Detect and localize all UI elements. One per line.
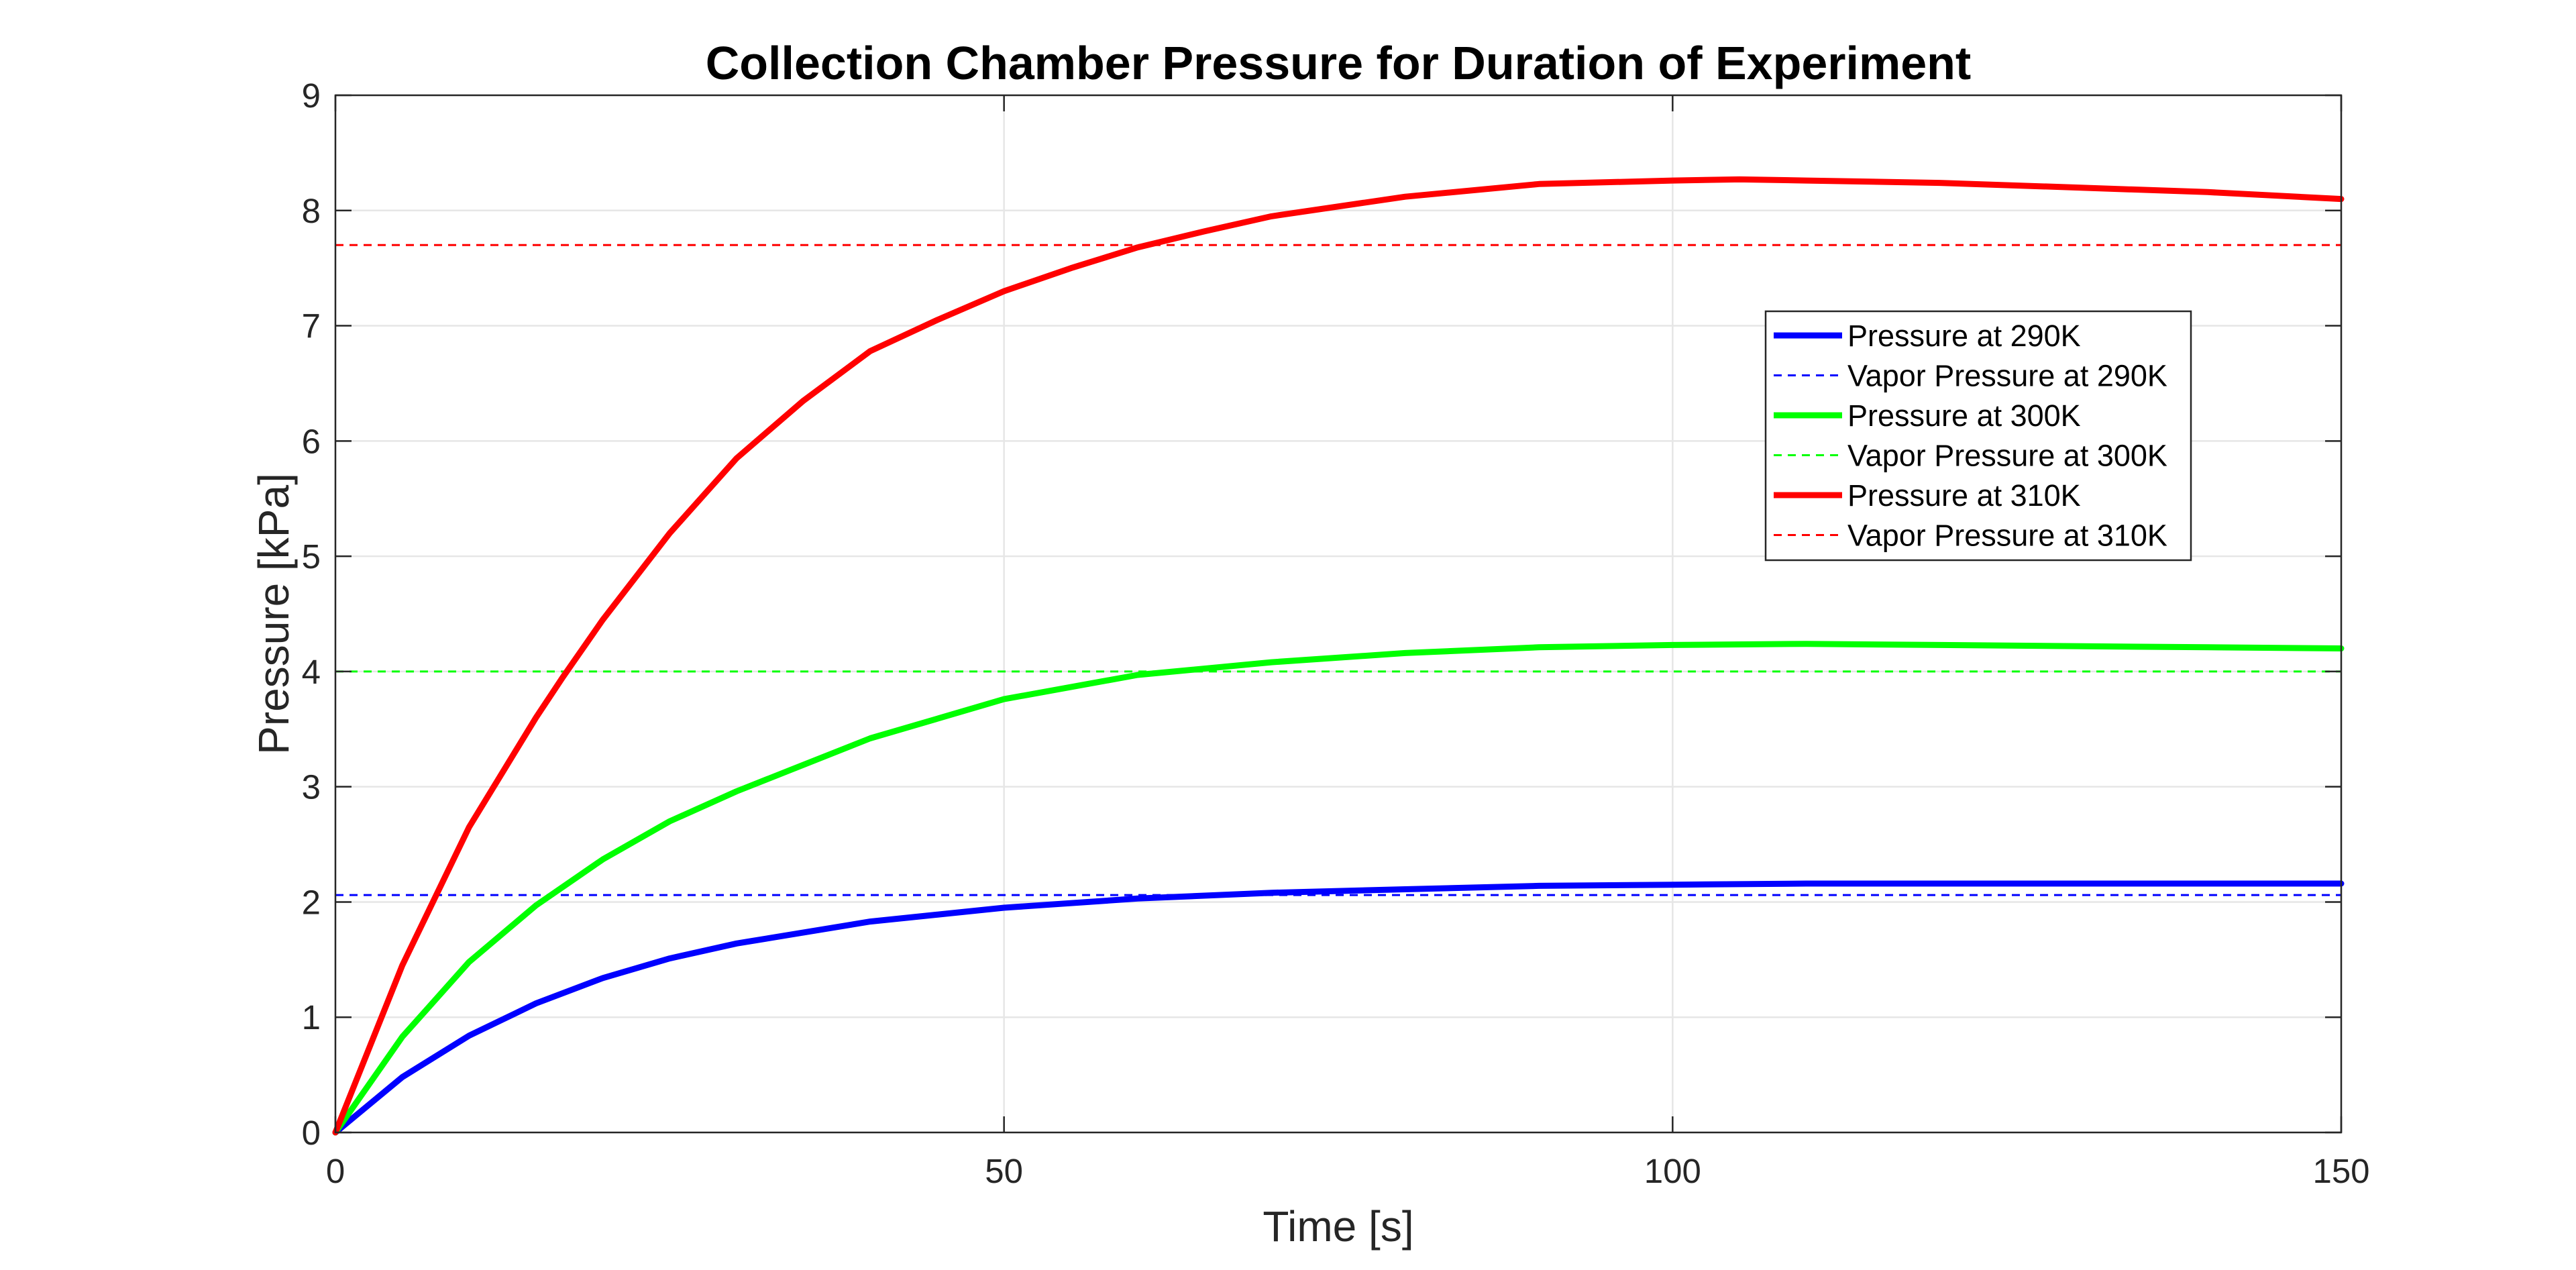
legend: Pressure at 290K Vapor Pressure at 290K Pr… <box>1764 310 2192 562</box>
ticks: 0 50 100 150 0 1 2 3 4 5 6 7 8 9 <box>302 76 2370 1190</box>
legend-entry-label: Vapor Pressure at 300K <box>1847 439 2167 473</box>
chart-title: Collection Chamber Pressure for Duration… <box>706 37 1971 89</box>
y-tick-label: 5 <box>302 537 321 576</box>
y-tick-label: 4 <box>302 653 321 691</box>
x-axis-label: Time [s] <box>1263 1202 1413 1251</box>
legend-entry-label: Vapor Pressure at 290K <box>1847 359 2167 393</box>
y-axis-label: Pressure [kPa] <box>250 473 298 755</box>
y-tick-label: 3 <box>302 768 321 806</box>
y-tick-label: 7 <box>302 307 321 346</box>
y-tick-label: 9 <box>302 76 321 115</box>
y-tick-label: 0 <box>302 1114 321 1152</box>
x-tick-label: 50 <box>985 1152 1023 1190</box>
x-tick-label: 100 <box>1644 1152 1701 1190</box>
legend-box <box>1764 310 2192 562</box>
legend-entry-label: Pressure at 310K <box>1847 478 2081 513</box>
x-tick-label: 150 <box>2312 1152 2369 1190</box>
series-line-pressure-at-300k <box>332 641 2345 1136</box>
series-line-pressure-at-290k <box>332 880 2345 1136</box>
legend-entry-label: Pressure at 290K <box>1847 319 2081 353</box>
legend-entry-label: Vapor Pressure at 310K <box>1847 519 2167 553</box>
y-tick-label: 8 <box>302 192 321 230</box>
y-tick-label: 1 <box>302 998 321 1037</box>
y-tick-label: 6 <box>302 422 321 460</box>
legend-entry-label: Pressure at 300K <box>1847 399 2081 433</box>
series-line-pressure-at-310k <box>332 176 2345 1136</box>
series-layer <box>332 176 2345 1136</box>
y-tick-label: 2 <box>302 883 321 921</box>
x-tick-label: 0 <box>326 1152 345 1190</box>
plot-area-frame <box>334 94 2343 1134</box>
